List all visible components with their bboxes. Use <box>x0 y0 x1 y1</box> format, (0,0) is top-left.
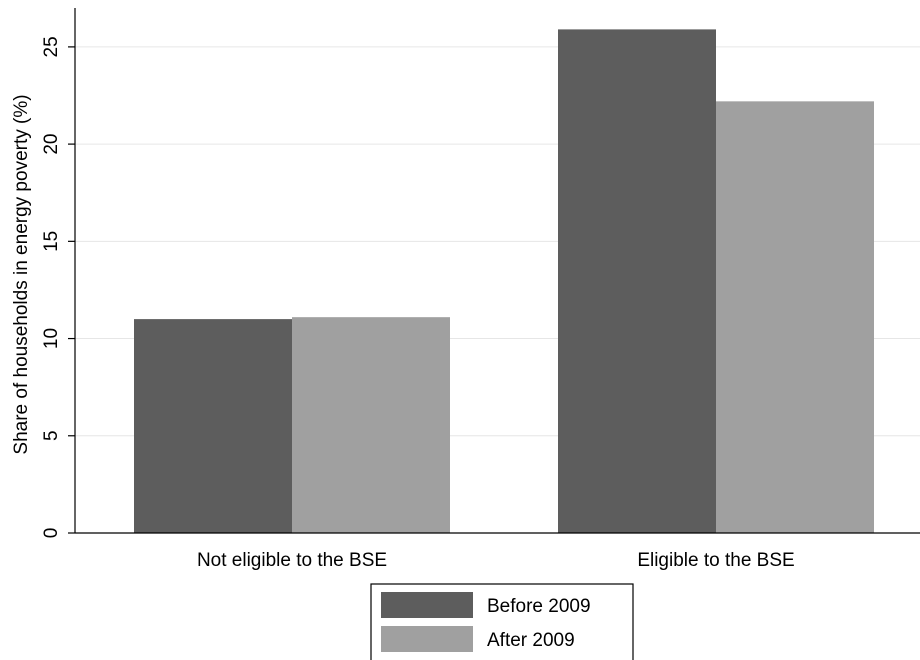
legend-swatch <box>381 626 473 652</box>
legend-swatch <box>381 592 473 618</box>
y-tick-label: 0 <box>41 528 62 539</box>
bar-after-2009 <box>716 101 874 533</box>
y-tick-label: 25 <box>41 36 62 57</box>
bar-after-2009 <box>292 317 450 533</box>
bar-before-2009 <box>558 29 716 534</box>
y-tick-label: 20 <box>41 134 62 155</box>
legend-label: Before 2009 <box>487 596 591 617</box>
bars <box>134 29 874 534</box>
legend-items: Before 2009 After 2009 <box>381 592 591 652</box>
y-tick-label: 10 <box>41 328 62 349</box>
y-tick-label: 5 <box>41 430 62 441</box>
legend: Before 2009 After 2009 <box>370 583 634 660</box>
bar-before-2009 <box>134 319 292 533</box>
legend-label: After 2009 <box>487 630 575 651</box>
y-axis-title: Share of households in energy poverty (%… <box>11 94 32 454</box>
x-category-label: Eligible to the BSE <box>637 550 794 571</box>
x-category-labels: Not eligible to the BSE Eligible to the B… <box>197 550 795 571</box>
x-category-label: Not eligible to the BSE <box>197 550 387 571</box>
y-tick-label: 15 <box>41 231 62 252</box>
y-ticks: 0 5 10 15 20 25 <box>41 36 75 538</box>
